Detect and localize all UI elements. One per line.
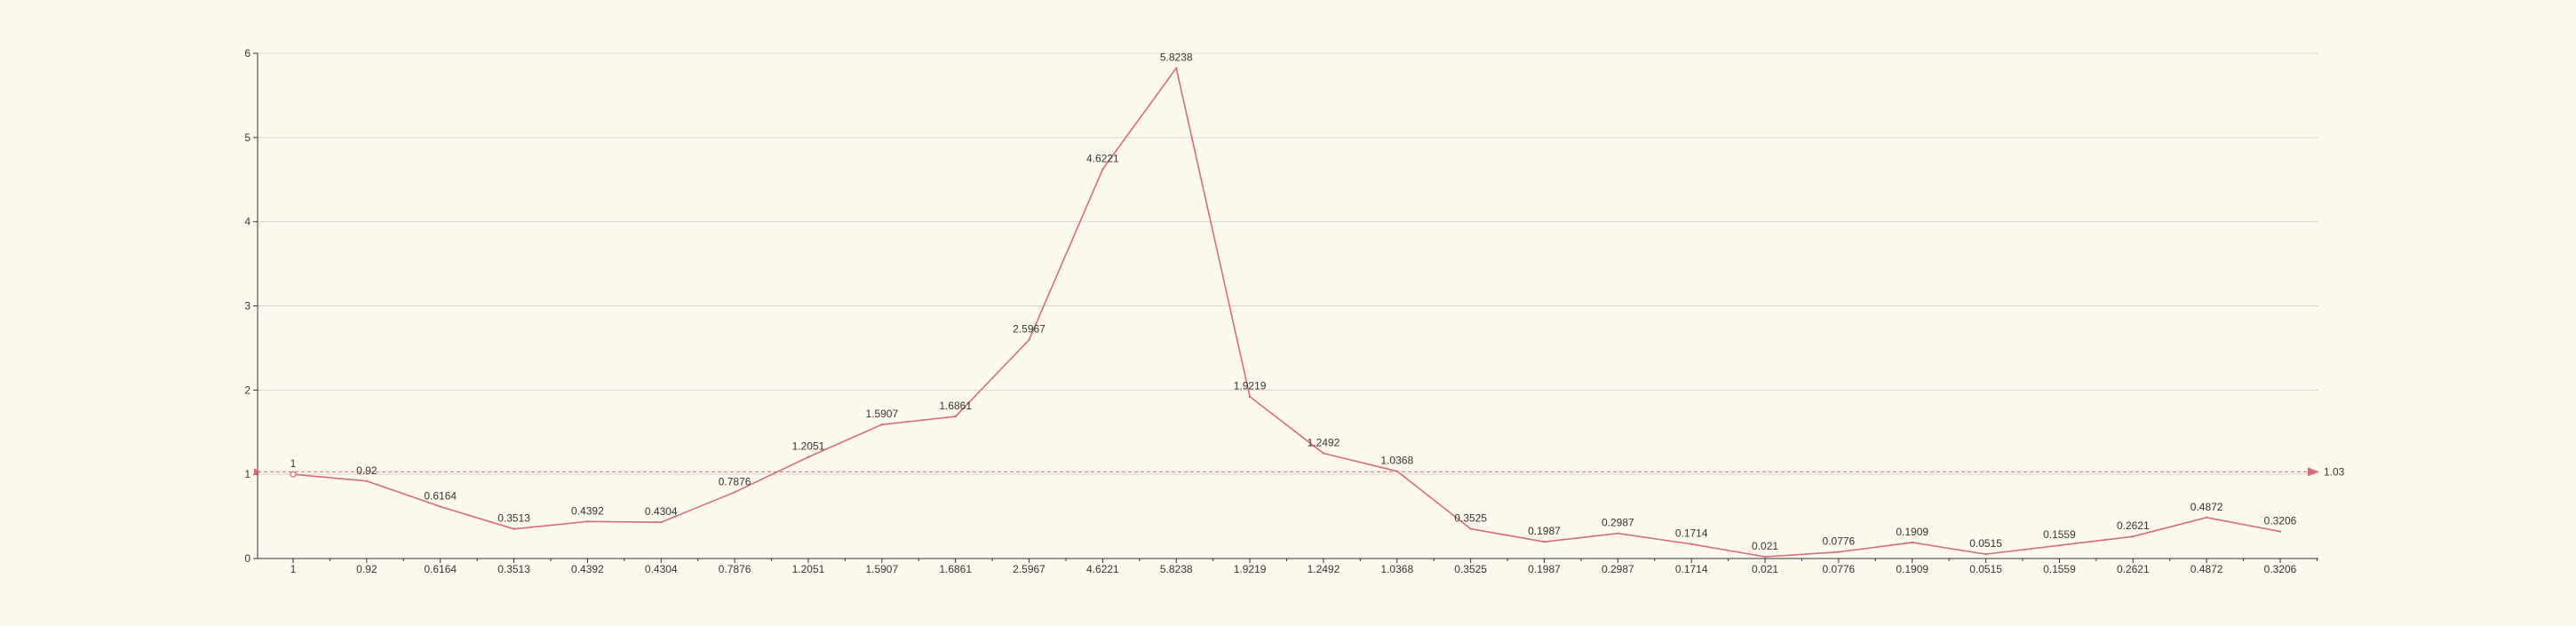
data-point [1322, 452, 1325, 455]
x-tick-label: 1.2051 [792, 563, 825, 575]
data-point [880, 423, 884, 426]
x-tick-label: 0.2987 [1602, 563, 1634, 575]
data-point [1395, 470, 1398, 472]
data-point [1543, 540, 1546, 543]
x-tick-label: 1.0368 [1380, 563, 1413, 575]
y-tick-label: 2 [244, 384, 250, 396]
data-point [2205, 516, 2208, 519]
data-point [1690, 543, 1693, 545]
data-label: 1.2492 [1308, 437, 1340, 449]
data-label: 0.7876 [719, 475, 751, 487]
x-tick-label: 0.1714 [1675, 563, 1708, 575]
data-point [1911, 541, 1913, 544]
data-label: 0.0515 [1969, 537, 2002, 550]
data-point [439, 505, 441, 508]
data-point [660, 520, 663, 524]
data-label: 0.1714 [1675, 527, 1708, 540]
data-label: 1 [290, 457, 297, 470]
y-tick-label: 5 [244, 131, 250, 144]
data-point [1984, 552, 1987, 556]
x-tick-label: 0.3513 [497, 563, 530, 575]
x-tick-label: 0.1987 [1528, 563, 1561, 575]
data-point [807, 456, 810, 458]
data-point [954, 415, 957, 418]
x-tick-label: 0.1559 [2043, 563, 2076, 575]
x-tick-label: 4.6221 [1086, 563, 1119, 575]
data-label: 0.1987 [1528, 525, 1561, 537]
data-label: 1.0368 [1380, 455, 1413, 467]
data-label: 2.5967 [1013, 323, 1046, 336]
data-point [1617, 532, 1619, 535]
data-label: 0.1559 [2043, 528, 2076, 541]
x-tick-label: 1.9219 [1234, 563, 1267, 575]
data-point [1175, 67, 1178, 69]
data-point [365, 479, 369, 482]
x-tick-label: 1.2492 [1308, 563, 1340, 575]
x-tick-label: 0.6164 [424, 563, 457, 575]
data-label: 0.3525 [1454, 512, 1487, 525]
y-tick-label: 0 [244, 552, 250, 565]
x-tick-label: 0.0776 [1823, 563, 1856, 575]
y-tick-label: 3 [244, 300, 250, 313]
data-point [2278, 530, 2282, 533]
series-line [292, 67, 2281, 558]
reference-line-start-marker [254, 468, 261, 476]
data-point [2132, 535, 2135, 538]
x-tick-label: 0.4872 [2190, 563, 2223, 575]
data-label: 4.6221 [1086, 153, 1119, 165]
x-tick-label: 0.2621 [2117, 563, 2150, 575]
x-tick-label: 1.6861 [939, 563, 972, 575]
data-label: 0.1909 [1896, 526, 1928, 538]
data-label: 0.4304 [645, 505, 678, 518]
data-label: 1.2051 [792, 440, 825, 453]
x-tick-label: 0.021 [1752, 563, 1778, 575]
x-tick-label: 0.4304 [645, 563, 678, 575]
reference-line-arrow [2308, 467, 2319, 477]
data-label: 0.3206 [2264, 515, 2297, 527]
data-label: 0.4872 [2190, 501, 2223, 513]
x-tick-label: 1.5907 [865, 563, 898, 575]
data-label: 0.4392 [571, 504, 604, 517]
data-point [586, 520, 589, 523]
x-tick-label: 0.0515 [1969, 563, 2002, 575]
data-point [1837, 551, 1841, 553]
data-point [1248, 395, 1252, 398]
y-tick-label: 1 [244, 468, 250, 480]
data-label: 0.6164 [424, 490, 457, 503]
x-tick-label: 2.5967 [1013, 563, 1046, 575]
data-label: 0.2987 [1602, 517, 1634, 529]
reference-line-label: 1.03 [2324, 465, 2345, 478]
x-tick-label: 1 [290, 563, 297, 575]
x-tick-label: 5.8238 [1160, 563, 1193, 575]
data-point [733, 491, 736, 494]
y-tick-label: 6 [244, 47, 250, 59]
x-tick-label: 0.92 [356, 563, 378, 575]
x-tick-label: 0.3206 [2264, 563, 2297, 575]
data-label: 0.2621 [2117, 519, 2150, 532]
data-point [2058, 544, 2061, 547]
data-label: 1.9219 [1234, 380, 1267, 392]
x-tick-label: 0.7876 [719, 563, 751, 575]
data-point [513, 527, 515, 530]
data-label: 0.3513 [497, 512, 530, 525]
data-point [1469, 527, 1472, 530]
data-label: 0.021 [1752, 540, 1778, 552]
data-label: 5.8238 [1160, 52, 1193, 64]
data-point [290, 471, 297, 478]
data-point [1101, 168, 1104, 170]
x-tick-label: 0.1909 [1896, 563, 1928, 575]
data-label: 0.0776 [1823, 535, 1856, 548]
data-label: 0.92 [356, 464, 378, 477]
x-tick-label: 0.4392 [571, 563, 604, 575]
data-label: 1.6861 [939, 400, 972, 412]
y-tick-label: 4 [244, 216, 250, 228]
data-point [1028, 338, 1030, 341]
data-point [1763, 555, 1767, 559]
data-label: 1.5907 [865, 408, 898, 420]
x-tick-label: 0.3525 [1454, 563, 1487, 575]
